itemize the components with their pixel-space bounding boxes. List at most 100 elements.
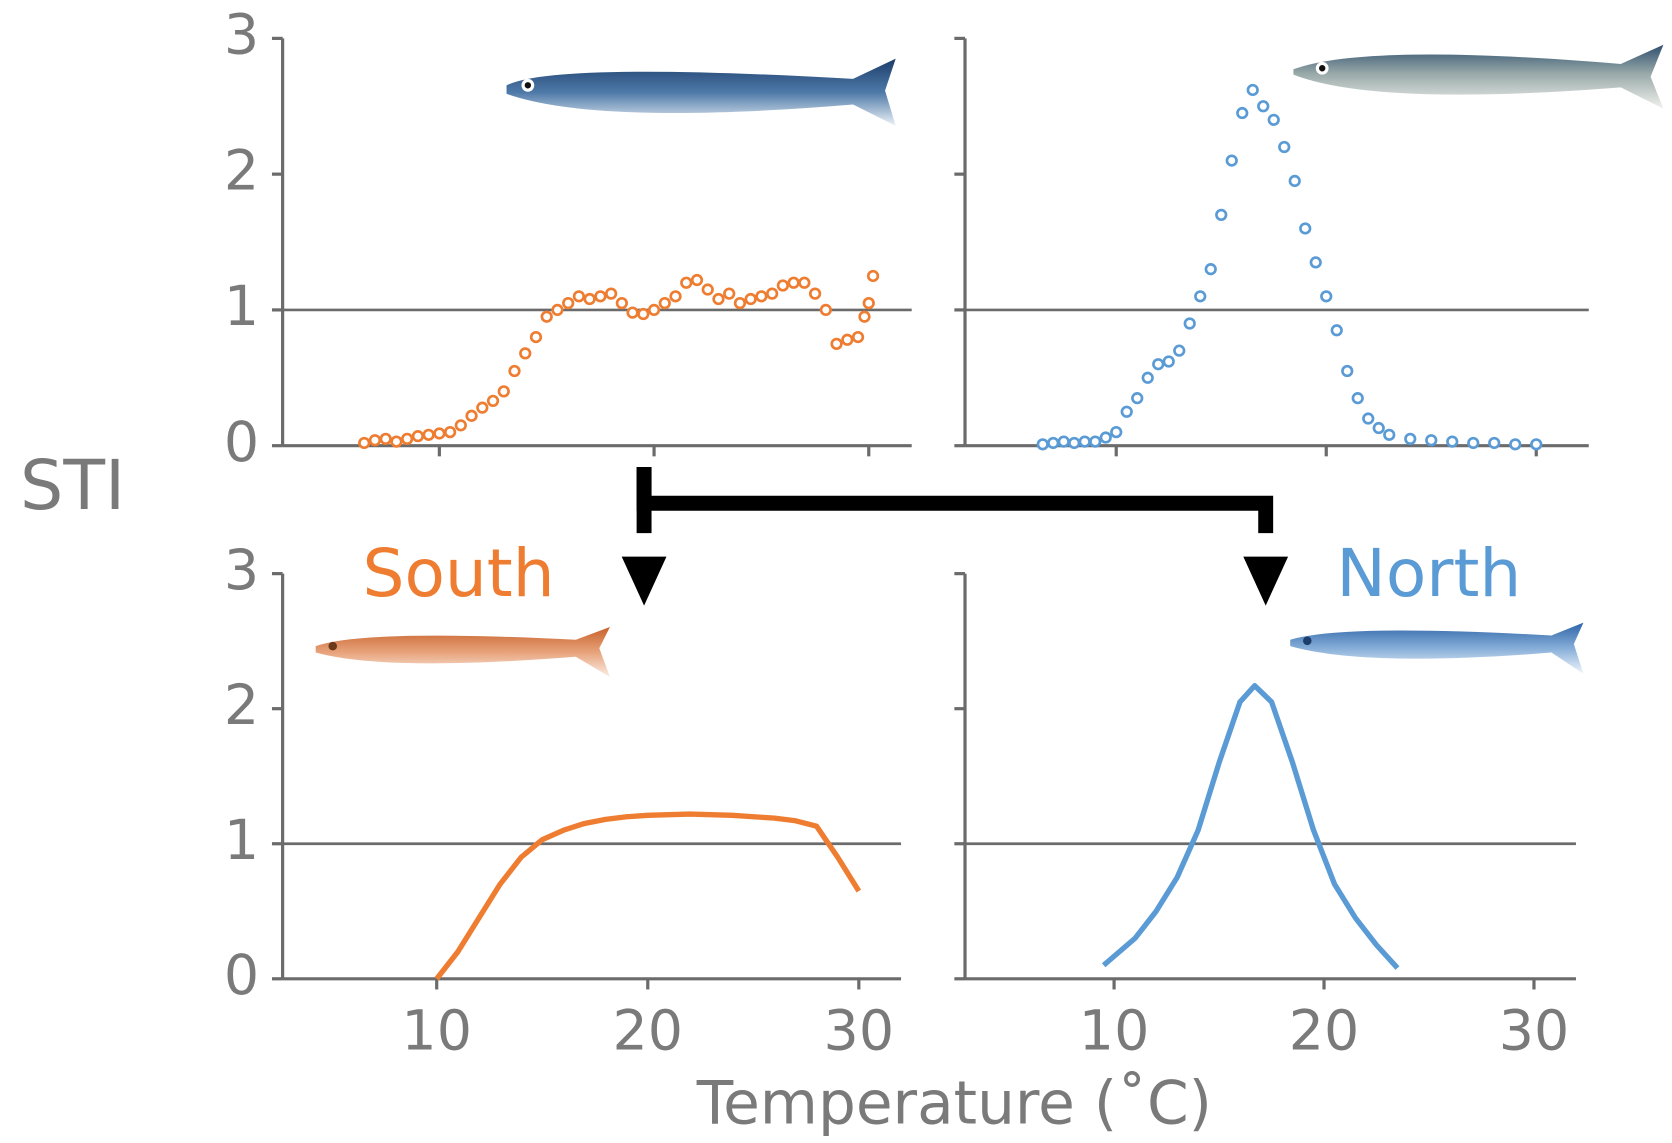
point	[594, 290, 607, 303]
point	[647, 303, 661, 317]
y-axis-label: STI	[20, 447, 125, 526]
point	[1309, 256, 1322, 269]
x-tick-label: 10	[401, 999, 472, 1063]
point	[1467, 436, 1480, 450]
point	[637, 307, 650, 321]
point	[787, 276, 800, 289]
point	[1120, 405, 1133, 418]
point	[1509, 438, 1522, 451]
point	[1372, 421, 1385, 435]
point	[1099, 431, 1112, 444]
point	[1089, 435, 1102, 448]
point	[562, 296, 575, 310]
curve	[1101, 683, 1400, 970]
point	[733, 296, 747, 310]
point	[422, 428, 435, 441]
point	[1204, 263, 1217, 276]
point	[572, 290, 586, 303]
y-tick-label: 0	[224, 411, 259, 475]
point	[1183, 317, 1196, 330]
y-tick-label: 3	[224, 4, 259, 68]
point	[1278, 140, 1291, 154]
point	[1131, 392, 1144, 405]
point	[443, 425, 457, 439]
point	[486, 394, 500, 408]
point	[858, 310, 871, 323]
point	[615, 296, 628, 310]
point	[744, 292, 757, 306]
point	[551, 303, 564, 317]
point	[755, 290, 768, 303]
point	[358, 436, 371, 450]
point	[1267, 113, 1280, 126]
point	[1383, 428, 1396, 441]
point	[1173, 344, 1186, 357]
point	[1236, 106, 1249, 120]
point	[1404, 432, 1417, 446]
point	[808, 287, 822, 300]
point	[1225, 154, 1238, 167]
point	[1330, 324, 1343, 337]
point	[1246, 83, 1259, 97]
point	[712, 292, 725, 306]
point	[776, 279, 790, 292]
arrows	[621, 467, 1289, 606]
point	[604, 287, 618, 300]
curve	[434, 811, 862, 981]
point	[658, 296, 671, 310]
point	[497, 385, 510, 398]
point	[401, 432, 414, 446]
point	[1215, 208, 1228, 222]
point	[1152, 358, 1165, 371]
point	[433, 427, 446, 440]
point	[1362, 412, 1375, 425]
point	[669, 290, 682, 303]
point	[1320, 290, 1333, 303]
x-tick-label: 20	[612, 999, 683, 1063]
point	[508, 364, 521, 378]
point	[1068, 436, 1081, 450]
x-tick-label: 20	[1289, 999, 1360, 1063]
point	[465, 409, 478, 422]
x-tick-label: 10	[1079, 999, 1150, 1063]
x-tick-label: 30	[1499, 999, 1570, 1063]
point	[798, 276, 811, 289]
point	[680, 276, 693, 289]
point	[1057, 435, 1070, 448]
y-tick-label: 0	[224, 944, 259, 1008]
point	[766, 287, 779, 300]
point	[583, 292, 596, 306]
panel-title: South	[363, 535, 555, 612]
point	[1036, 438, 1049, 451]
y-tick-label: 1	[224, 275, 259, 339]
point	[1299, 222, 1312, 235]
point	[379, 432, 392, 446]
point	[1047, 436, 1060, 450]
point	[529, 330, 543, 344]
point	[866, 269, 880, 283]
y-tick-label: 2	[224, 139, 259, 203]
x-tick-label: 30	[824, 999, 895, 1063]
point	[368, 434, 382, 447]
point	[819, 303, 832, 317]
point	[411, 430, 425, 443]
point	[851, 330, 865, 344]
point	[1446, 435, 1459, 448]
point	[626, 306, 639, 319]
point	[1141, 371, 1154, 384]
point	[1194, 290, 1207, 303]
point	[1257, 100, 1270, 113]
point	[1425, 434, 1438, 447]
point	[1078, 435, 1091, 448]
y-tick-label: 3	[224, 539, 259, 603]
panel-title: North	[1336, 535, 1521, 612]
point	[1341, 364, 1354, 378]
point	[841, 333, 854, 346]
point	[690, 273, 704, 287]
point	[1488, 436, 1501, 450]
point	[454, 419, 467, 432]
point	[1110, 425, 1123, 439]
point	[1530, 438, 1543, 451]
